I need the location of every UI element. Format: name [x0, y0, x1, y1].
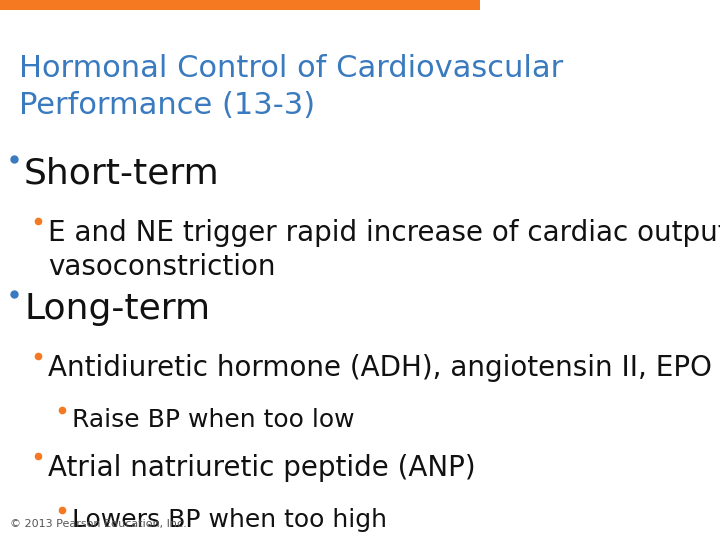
Text: Antidiuretic hormone (ADH), angiotensin II, EPO: Antidiuretic hormone (ADH), angiotensin … [48, 354, 712, 382]
Text: Long-term: Long-term [24, 292, 210, 326]
Text: E and NE trigger rapid increase of cardiac output and
vasoconstriction: E and NE trigger rapid increase of cardi… [48, 219, 720, 281]
Text: © 2013 Pearson Education, Inc.: © 2013 Pearson Education, Inc. [9, 519, 186, 529]
Text: Raise BP when too low: Raise BP when too low [72, 408, 355, 431]
Text: Hormonal Control of Cardiovascular
Performance (13-3): Hormonal Control of Cardiovascular Perfo… [19, 54, 564, 120]
Text: Atrial natriuretic peptide (ANP): Atrial natriuretic peptide (ANP) [48, 454, 476, 482]
Text: Lowers BP when too high: Lowers BP when too high [72, 508, 387, 531]
FancyBboxPatch shape [0, 0, 480, 10]
Text: Short-term: Short-term [24, 157, 220, 191]
